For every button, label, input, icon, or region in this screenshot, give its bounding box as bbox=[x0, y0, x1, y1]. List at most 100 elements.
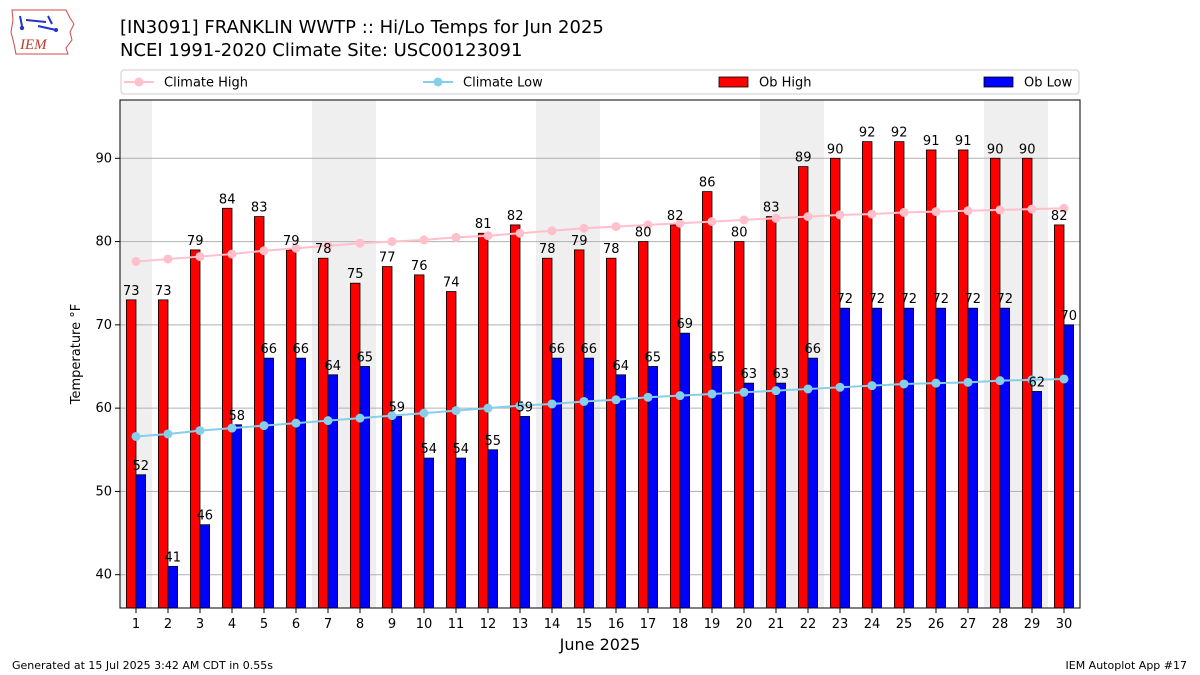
chart-subtitle: NCEI 1991-2020 Climate Site: USC00123091 bbox=[120, 40, 523, 61]
ob-low-label: 65 bbox=[357, 350, 374, 365]
ob-high-bar bbox=[317, 257, 329, 609]
climate-high-point bbox=[131, 257, 141, 267]
ob-high-label: 76 bbox=[411, 259, 428, 274]
ob-high-bar bbox=[381, 266, 393, 609]
legend: Climate High Climate Low Ob High Ob Low bbox=[120, 69, 1080, 95]
ob-high-bar bbox=[509, 224, 521, 609]
ob-high-label: 78 bbox=[315, 242, 332, 257]
climate-high-point bbox=[739, 215, 749, 225]
x-tick-label: 17 bbox=[640, 617, 657, 632]
x-tick-label: 20 bbox=[736, 617, 753, 632]
chart-title: [IN3091] FRANKLIN WWTP :: Hi/Lo Temps fo… bbox=[120, 17, 604, 38]
ob-high-bar bbox=[477, 232, 489, 609]
climate-low-point bbox=[931, 378, 941, 388]
climate-low-point bbox=[995, 376, 1005, 386]
climate-high-point bbox=[835, 210, 845, 220]
ob-low-bar bbox=[967, 307, 979, 609]
x-tick-label: 1 bbox=[132, 617, 140, 632]
climate-low-point bbox=[547, 399, 557, 409]
ob-low-bar bbox=[423, 457, 435, 609]
data-labels: 73 73 79 84 83 79 78 75 77 76 74 81 82 78 79 78 80 82 86 80… bbox=[123, 126, 1077, 566]
climate-high-point bbox=[963, 206, 973, 216]
ob-high-bar bbox=[1054, 224, 1065, 609]
ob-low-bar bbox=[775, 382, 787, 609]
ob-low-label: 62 bbox=[1029, 375, 1046, 390]
climate-high-point bbox=[931, 207, 941, 217]
climate-high-point bbox=[163, 254, 173, 264]
climate-low-point bbox=[323, 416, 333, 426]
x-tick-label: 15 bbox=[576, 617, 593, 632]
climate-low-point bbox=[675, 391, 685, 401]
ob-high-label: 80 bbox=[635, 226, 652, 241]
ob-high-bar bbox=[574, 249, 585, 609]
x-tick-label: 7 bbox=[324, 617, 332, 632]
x-tick-label: 28 bbox=[992, 617, 1009, 632]
legend-label: Ob High bbox=[759, 76, 812, 91]
legend-label: Climate High bbox=[164, 76, 248, 91]
ob-high-label: 79 bbox=[571, 234, 588, 249]
ob-high-label: 78 bbox=[539, 242, 556, 257]
ob-high-label: 84 bbox=[219, 192, 236, 207]
logo-text: IEM bbox=[19, 37, 48, 53]
climate-low-point bbox=[803, 384, 813, 394]
ob-high-label: 83 bbox=[251, 201, 268, 216]
ob-low-label: 52 bbox=[133, 459, 150, 474]
x-tick-label: 18 bbox=[672, 617, 689, 632]
ob-low-bar bbox=[455, 457, 467, 609]
ob-high-label: 77 bbox=[379, 251, 396, 266]
ob-low-bar bbox=[1031, 391, 1043, 609]
ob-low-label: 59 bbox=[517, 400, 534, 415]
climate-low-point bbox=[611, 395, 621, 405]
ob-low-label: 72 bbox=[997, 292, 1014, 307]
climate-low-point bbox=[163, 429, 173, 439]
x-tick-label: 3 bbox=[196, 617, 204, 632]
gridlines bbox=[120, 157, 1080, 576]
x-tick-label: 26 bbox=[928, 617, 945, 632]
y-tick-label: 90 bbox=[95, 151, 112, 166]
climate-low-point bbox=[195, 426, 205, 436]
climate-high-point bbox=[355, 238, 365, 248]
ob-low-label: 64 bbox=[613, 359, 630, 374]
x-tick-label: 23 bbox=[832, 617, 849, 632]
ob-low-label: 72 bbox=[869, 292, 886, 307]
x-tick-label: 12 bbox=[480, 617, 497, 632]
climate-low-point bbox=[483, 403, 493, 413]
climate-high-point bbox=[1027, 204, 1037, 214]
climate-high-point bbox=[419, 235, 429, 245]
climate-low-point bbox=[835, 382, 845, 392]
climate-low-point bbox=[963, 377, 973, 387]
ob-high-label: 92 bbox=[859, 126, 876, 141]
climate-low-point bbox=[515, 401, 525, 411]
climate-high-point bbox=[227, 249, 237, 259]
ob-high-label: 91 bbox=[955, 134, 972, 149]
x-tick-label: 19 bbox=[704, 617, 721, 632]
y-tick-label: 80 bbox=[95, 235, 112, 250]
ob-high-label: 86 bbox=[699, 176, 716, 191]
ob-high-bar bbox=[702, 191, 713, 609]
legend-box bbox=[120, 69, 1080, 95]
climate-high-line bbox=[135, 207, 1065, 263]
legend-label: Ob Low bbox=[1024, 76, 1073, 91]
x-tick-label: 27 bbox=[960, 617, 977, 632]
ob-high-label: 90 bbox=[1019, 142, 1036, 157]
ob-low-bar bbox=[1063, 324, 1075, 609]
ob-low-bar bbox=[391, 416, 403, 609]
app-note: IEM Autoplot App #17 bbox=[1065, 659, 1188, 672]
ob-low-label: 66 bbox=[549, 342, 566, 357]
climate-high-point bbox=[643, 220, 653, 230]
climate-high-point bbox=[259, 246, 269, 256]
iem-logo: IEM bbox=[10, 9, 75, 55]
x-tick-label: 14 bbox=[544, 617, 561, 632]
ob-low-bar bbox=[519, 416, 531, 609]
ob-low-bar bbox=[679, 332, 691, 609]
climate-high-point bbox=[195, 252, 205, 262]
ob-low-label: 41 bbox=[165, 550, 182, 565]
legend-bar-swatch bbox=[983, 76, 1014, 88]
ob-low-bar bbox=[615, 374, 627, 609]
ob-low-bar bbox=[583, 357, 595, 609]
ob-high-bar bbox=[638, 241, 649, 609]
climate-low-point bbox=[387, 411, 397, 421]
ob-low-bar bbox=[359, 366, 371, 609]
ob-low-label: 66 bbox=[261, 342, 278, 357]
climate-low-point bbox=[579, 396, 589, 406]
